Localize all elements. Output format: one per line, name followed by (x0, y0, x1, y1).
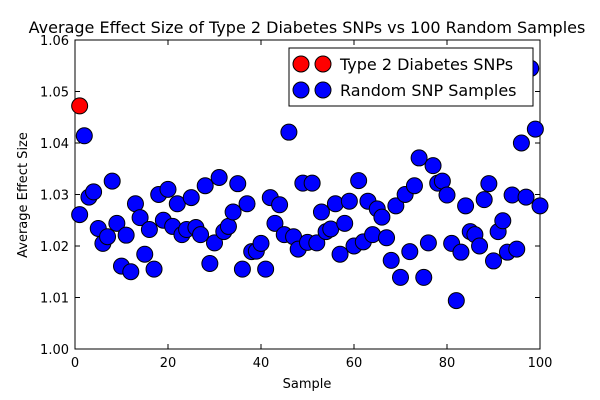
random-sample-point (415, 268, 433, 286)
y-tick-label: 1.02 (40, 240, 69, 255)
random-sample-point (108, 214, 126, 232)
random-sample-point (308, 234, 326, 252)
y-axis-label: Average Effect Size (16, 132, 31, 258)
x-tick-label: 80 (439, 356, 456, 371)
y-tick-label: 1.03 (40, 189, 69, 204)
random-sample-point (219, 217, 237, 235)
legend-entry-diabetes-marker (314, 55, 332, 73)
random-sample-point (364, 226, 382, 244)
random-sample-point (136, 245, 154, 263)
random-sample-point (526, 120, 544, 138)
random-sample-point (457, 197, 475, 215)
random-sample-point (257, 260, 275, 278)
diabetes-snp-point (71, 97, 89, 115)
legend-box (288, 47, 534, 107)
y-tick-label: 1.06 (40, 34, 69, 49)
y-tick-label: 1.04 (40, 137, 69, 152)
random-sample-point (326, 195, 344, 213)
axis-ticks: 0 20 40 60 80 100 1.00 1.01 1.02 1.03 1.04 1.05 1.06 (40, 34, 552, 371)
random-sample-point (485, 252, 502, 270)
random-sample-point (331, 245, 349, 263)
random-sample-point (224, 203, 242, 221)
random-sample-point (419, 234, 437, 252)
random-sample-point (159, 180, 177, 198)
random-sample-point (340, 192, 358, 210)
random-sample-point (201, 255, 219, 273)
legend-entries: Type 2 Diabetes SNPs Random SNP Samples (292, 55, 517, 100)
chart-title: Average Effect Size of Type 2 Diabetes S… (29, 18, 586, 37)
x-tick-label: 60 (346, 356, 363, 371)
legend: Type 2 Diabetes SNPs Random SNP Samples (288, 47, 534, 107)
random-sample-point (512, 134, 530, 152)
random-sample-point (410, 149, 428, 167)
random-sample-point (145, 260, 163, 278)
legend-entry-random-marker (314, 81, 332, 99)
random-sample-point (303, 174, 321, 192)
x-tick-label: 0 (71, 356, 79, 371)
data-points (71, 59, 549, 310)
random-sample-point (494, 212, 512, 230)
y-tick-label: 1.05 (40, 86, 69, 101)
random-sample-point (99, 228, 117, 246)
random-sample-point (447, 292, 465, 310)
random-sample-point (280, 123, 298, 141)
random-sample-point (266, 214, 284, 232)
random-sample-point (131, 209, 149, 227)
x-tick-label: 100 (528, 356, 553, 371)
legend-entry-diabetes-label: Type 2 Diabetes SNPs (339, 55, 513, 74)
random-sample-point (117, 226, 135, 244)
x-tick-label: 40 (253, 356, 270, 371)
random-sample-point (85, 183, 103, 201)
y-tick-label: 1.00 (40, 343, 69, 358)
random-sample-point (71, 206, 89, 224)
random-sample-point (168, 195, 186, 213)
random-sample-point (252, 234, 270, 252)
random-sample-point (387, 197, 405, 215)
random-sample-point (392, 268, 409, 286)
random-sample-point (503, 186, 521, 204)
random-sample-point (336, 214, 354, 232)
random-sample-point (531, 197, 549, 215)
legend-entry-random-label: Random SNP Samples (340, 81, 517, 100)
random-sample-point (373, 208, 391, 226)
random-sample-point (401, 243, 419, 261)
legend-entry-diabetes-marker (292, 55, 310, 73)
random-sample-point (405, 177, 423, 195)
random-sample-point (517, 188, 535, 206)
random-sample-point (229, 175, 247, 193)
random-sample-point (140, 221, 158, 239)
random-sample-point (480, 175, 498, 193)
random-sample-point (238, 195, 256, 213)
random-sample-point (122, 263, 140, 281)
random-sample-point (312, 203, 330, 221)
random-sample-point (382, 251, 400, 269)
random-sample-point (271, 196, 289, 214)
legend-entry-random-marker (292, 81, 310, 99)
random-sample-point (103, 172, 121, 190)
random-sample-point (378, 229, 396, 247)
random-sample-point (424, 157, 442, 175)
random-sample-point (210, 169, 228, 187)
random-sample-point (508, 240, 526, 258)
random-sample-point (475, 191, 493, 209)
x-tick-label: 20 (160, 356, 177, 371)
random-sample-point (438, 186, 456, 204)
x-axis-label: Sample (283, 377, 332, 392)
random-sample-point (452, 243, 470, 261)
random-sample-point (471, 237, 489, 255)
random-sample-point (233, 260, 251, 278)
random-sample-point (182, 189, 200, 207)
random-sample-point (206, 234, 223, 252)
random-sample-point (350, 172, 368, 190)
random-sample-point (192, 226, 210, 244)
random-sample-point (196, 177, 214, 195)
y-tick-label: 1.01 (40, 292, 69, 307)
random-sample-point (75, 127, 93, 145)
